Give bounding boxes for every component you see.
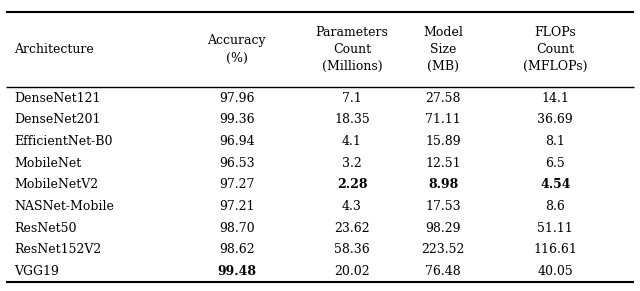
Text: 98.62: 98.62	[219, 243, 255, 256]
Text: 36.69: 36.69	[538, 113, 573, 126]
Text: NASNet-Mobile: NASNet-Mobile	[14, 200, 114, 213]
Text: 3.2: 3.2	[342, 157, 362, 170]
Text: 97.21: 97.21	[219, 200, 255, 213]
Text: MobileNet: MobileNet	[14, 157, 81, 170]
Text: 98.70: 98.70	[219, 222, 255, 235]
Text: 4.1: 4.1	[342, 135, 362, 148]
Text: 15.89: 15.89	[426, 135, 461, 148]
Text: 116.61: 116.61	[533, 243, 577, 256]
Text: Architecture: Architecture	[14, 43, 94, 56]
Text: 97.27: 97.27	[219, 178, 255, 191]
Text: 7.1: 7.1	[342, 92, 362, 105]
Text: 6.5: 6.5	[545, 157, 565, 170]
Text: FLOPs
Count
(MFLOPs): FLOPs Count (MFLOPs)	[523, 26, 588, 73]
Text: 99.48: 99.48	[218, 265, 256, 278]
Text: 27.58: 27.58	[426, 92, 461, 105]
Text: 58.36: 58.36	[334, 243, 370, 256]
Text: 71.11: 71.11	[426, 113, 461, 126]
Text: EfficientNet-B0: EfficientNet-B0	[14, 135, 113, 148]
Text: 76.48: 76.48	[426, 265, 461, 278]
Text: 99.36: 99.36	[219, 113, 255, 126]
Text: Accuracy
(%): Accuracy (%)	[207, 34, 266, 65]
Text: 8.6: 8.6	[545, 200, 565, 213]
Text: 18.35: 18.35	[334, 113, 370, 126]
Text: 96.53: 96.53	[219, 157, 255, 170]
Text: DenseNet121: DenseNet121	[14, 92, 100, 105]
Text: Model
Size
(MB): Model Size (MB)	[423, 26, 463, 73]
Text: 98.29: 98.29	[426, 222, 461, 235]
Text: 8.1: 8.1	[545, 135, 565, 148]
Text: 14.1: 14.1	[541, 92, 569, 105]
Text: MobileNetV2: MobileNetV2	[14, 178, 98, 191]
Text: 51.11: 51.11	[538, 222, 573, 235]
Text: 97.96: 97.96	[219, 92, 255, 105]
Text: 4.3: 4.3	[342, 200, 362, 213]
Text: DenseNet201: DenseNet201	[14, 113, 100, 126]
Text: Parameters
Count
(Millions): Parameters Count (Millions)	[316, 26, 388, 73]
Text: 223.52: 223.52	[422, 243, 465, 256]
Text: 17.53: 17.53	[426, 200, 461, 213]
Text: ResNet152V2: ResNet152V2	[14, 243, 101, 256]
Text: 40.05: 40.05	[538, 265, 573, 278]
Text: 8.98: 8.98	[428, 178, 458, 191]
Text: 96.94: 96.94	[219, 135, 255, 148]
Text: VGG19: VGG19	[14, 265, 59, 278]
Text: 2.28: 2.28	[337, 178, 367, 191]
Text: 20.02: 20.02	[334, 265, 370, 278]
Text: ResNet50: ResNet50	[14, 222, 77, 235]
Text: 4.54: 4.54	[540, 178, 570, 191]
Text: 23.62: 23.62	[334, 222, 370, 235]
Text: 12.51: 12.51	[426, 157, 461, 170]
